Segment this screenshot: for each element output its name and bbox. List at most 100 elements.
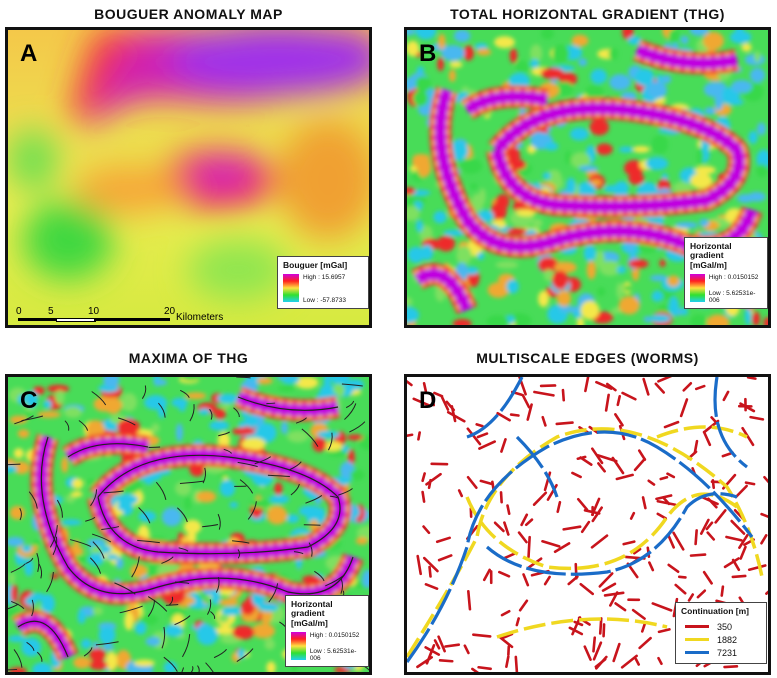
- texture-blob: [355, 537, 369, 545]
- maxima-line: [202, 467, 207, 484]
- worm-350: [677, 575, 687, 579]
- maxima-line: [21, 415, 44, 422]
- worm-350: [556, 500, 562, 514]
- worm-350: [584, 377, 590, 393]
- texture-blob: [438, 33, 446, 50]
- worm-350: [696, 589, 707, 599]
- texture-blob: [623, 159, 645, 177]
- worm-350: [633, 457, 646, 472]
- maxima-line: [36, 651, 43, 662]
- worm-350: [654, 382, 666, 394]
- maxima-line: [266, 402, 276, 405]
- maxima-line: [202, 523, 219, 528]
- worm-350: [503, 521, 510, 536]
- texture-blob: [120, 392, 138, 412]
- worm-350: [642, 377, 650, 396]
- texture-blob: [509, 48, 518, 64]
- texture-blob: [706, 314, 730, 325]
- texture-blob: [756, 163, 768, 178]
- maxima-line: [349, 421, 366, 433]
- worm-350: [633, 547, 642, 555]
- maxima-line: [215, 576, 220, 593]
- worm-350: [730, 519, 746, 535]
- texture-blob: [346, 379, 364, 391]
- legend-label: Low : 5.62531e-006: [708, 290, 756, 305]
- worm-350: [687, 593, 695, 602]
- texture-blob: [217, 614, 230, 623]
- worm-350: [580, 520, 591, 534]
- worm-350: [720, 585, 725, 597]
- worm-350: [567, 575, 579, 586]
- texture-blob: [494, 36, 515, 49]
- texture-blob: [412, 154, 430, 161]
- worm-350: [711, 479, 716, 490]
- map-panel: C Horizontal gradient [mGal/m] High : 0.…: [5, 374, 372, 675]
- worm-350: [467, 589, 472, 611]
- texture-blob: [151, 423, 160, 434]
- texture-blob: [578, 165, 599, 172]
- legend-label: 7231: [717, 647, 738, 658]
- texture-blob: [251, 623, 276, 639]
- scale-label: 5: [48, 306, 54, 317]
- texture-blob: [703, 82, 724, 98]
- texture-blob: [576, 317, 585, 325]
- worm-350: [437, 635, 446, 653]
- texture-blob: [570, 152, 591, 169]
- texture-blob: [256, 377, 273, 385]
- texture-blob: [554, 176, 564, 190]
- maxima-line: [308, 542, 313, 557]
- texture-blob: [628, 259, 649, 269]
- texture-blob: [661, 173, 669, 181]
- maxima-line: [182, 634, 191, 658]
- texture-blob: [316, 430, 340, 439]
- texture-blob: [690, 314, 708, 325]
- texture-blob: [117, 418, 141, 436]
- worm-350: [620, 654, 638, 669]
- maxima-line: [209, 408, 213, 420]
- worm-350: [576, 497, 589, 511]
- texture-blob: [515, 60, 529, 74]
- texture-blob: [361, 569, 369, 589]
- worm-350: [651, 602, 673, 612]
- worm-350: [561, 388, 566, 402]
- maxima-line: [189, 404, 195, 422]
- texture-blob: [139, 614, 159, 626]
- worm-350: [520, 513, 529, 527]
- worm-350: [693, 439, 699, 454]
- maxima-line: [254, 456, 272, 465]
- texture-blob: [221, 606, 243, 616]
- texture-blob: [407, 30, 416, 36]
- worm-350: [522, 573, 530, 587]
- texture-blob: [187, 531, 197, 543]
- worm-350: [471, 667, 479, 672]
- texture-blob: [24, 596, 37, 606]
- scale-label: 10: [88, 306, 100, 317]
- maxima-line: [46, 572, 54, 593]
- texture-blob: [477, 209, 494, 222]
- texture-blob: [699, 218, 709, 227]
- texture-blob: [321, 441, 343, 451]
- texture-blob: [196, 625, 218, 646]
- worm-350: [621, 391, 637, 401]
- texture-blob: [412, 90, 429, 107]
- texture-blob: [580, 300, 600, 320]
- texture-blob: [356, 525, 369, 540]
- worm-350: [477, 665, 492, 671]
- texture-blob: [714, 92, 724, 111]
- legend-label: Low : -57.8733: [303, 297, 347, 305]
- texture-blob: [237, 648, 246, 659]
- texture-blob: [71, 478, 84, 489]
- texture-blob: [756, 149, 768, 169]
- worm-350: [738, 533, 749, 549]
- texture-blob: [540, 30, 555, 40]
- worm-350: [662, 496, 671, 506]
- texture-blob: [702, 31, 724, 51]
- texture-blob: [80, 638, 92, 649]
- legend: Horizontal gradient [mGal/m] High : 0.01…: [684, 237, 768, 310]
- worm-350: [428, 565, 432, 578]
- texture-blob: [144, 395, 168, 410]
- texture-blob: [583, 245, 597, 262]
- texture-blob: [269, 494, 290, 504]
- maxima-line: [338, 488, 353, 496]
- worm-350: [463, 644, 470, 655]
